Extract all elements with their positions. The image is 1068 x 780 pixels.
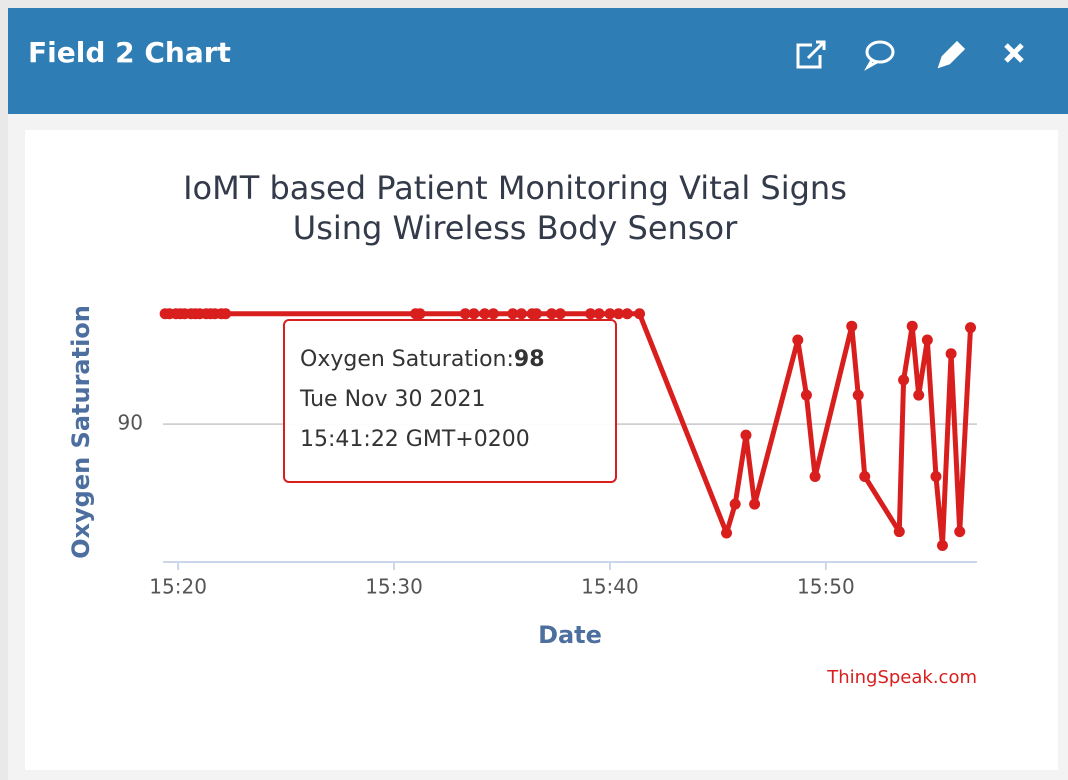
header-bar bbox=[8, 8, 1068, 114]
point bbox=[585, 308, 597, 320]
tooltip: Oxygen Saturation:98 Tue Nov 30 2021 15:… bbox=[283, 319, 617, 483]
point bbox=[487, 308, 499, 320]
point bbox=[906, 320, 918, 332]
x-tick-label: 15:40 bbox=[581, 575, 639, 599]
point bbox=[634, 308, 646, 320]
point bbox=[507, 308, 519, 320]
chart-title: Using Wireless Body Sensor bbox=[293, 209, 738, 247]
point bbox=[621, 308, 633, 320]
x-axis-label: Date bbox=[538, 621, 602, 649]
point bbox=[965, 322, 977, 334]
point bbox=[220, 308, 232, 320]
point bbox=[414, 308, 426, 320]
close-icon[interactable] bbox=[1004, 43, 1024, 63]
point bbox=[593, 308, 605, 320]
header-icons bbox=[796, 40, 1024, 71]
tooltip-label: Oxygen Saturation: bbox=[300, 347, 514, 372]
point bbox=[852, 389, 864, 401]
point bbox=[515, 308, 527, 320]
y-axis-label: Oxygen Saturation bbox=[67, 305, 95, 559]
comment-icon[interactable] bbox=[864, 40, 895, 71]
plot: 90 15:20 15:30 15:40 15:50 bbox=[118, 308, 977, 599]
point bbox=[893, 526, 905, 538]
point bbox=[459, 308, 471, 320]
point bbox=[740, 429, 752, 441]
chart-title: IoMT based Patient Monitoring Vital Sign… bbox=[183, 169, 847, 207]
point bbox=[792, 334, 804, 346]
y-tick-label: 90 bbox=[118, 411, 143, 435]
x-tick-label: 15:50 bbox=[797, 575, 855, 599]
point bbox=[749, 498, 761, 510]
point bbox=[936, 539, 948, 551]
point bbox=[809, 471, 821, 483]
x-tick-label: 15:20 bbox=[149, 575, 207, 599]
tooltip-value: 98 bbox=[514, 347, 545, 372]
tooltip-box bbox=[283, 319, 617, 483]
point bbox=[531, 308, 543, 320]
point bbox=[546, 308, 558, 320]
point bbox=[554, 308, 566, 320]
point bbox=[468, 308, 480, 320]
point bbox=[846, 320, 858, 332]
point bbox=[479, 308, 491, 320]
point bbox=[921, 334, 933, 346]
point bbox=[604, 308, 616, 320]
open-icon[interactable] bbox=[796, 40, 826, 69]
credit[interactable]: ThingSpeak.com bbox=[826, 667, 977, 688]
point bbox=[954, 526, 966, 538]
tooltip-time: 15:41:22 GMT+0200 bbox=[300, 427, 530, 452]
point bbox=[613, 308, 625, 320]
point bbox=[721, 527, 733, 539]
point bbox=[859, 471, 871, 483]
point bbox=[913, 389, 925, 401]
header-title: Field 2 Chart bbox=[28, 36, 231, 69]
point bbox=[898, 374, 910, 386]
tooltip-date: Tue Nov 30 2021 bbox=[299, 387, 485, 412]
x-tick-label: 15:30 bbox=[365, 575, 423, 599]
tooltip-line: Oxygen Saturation:98 bbox=[300, 347, 545, 372]
point bbox=[729, 498, 741, 510]
edit-icon[interactable] bbox=[937, 40, 966, 69]
point bbox=[930, 471, 942, 483]
point bbox=[800, 389, 812, 401]
point bbox=[945, 348, 957, 360]
